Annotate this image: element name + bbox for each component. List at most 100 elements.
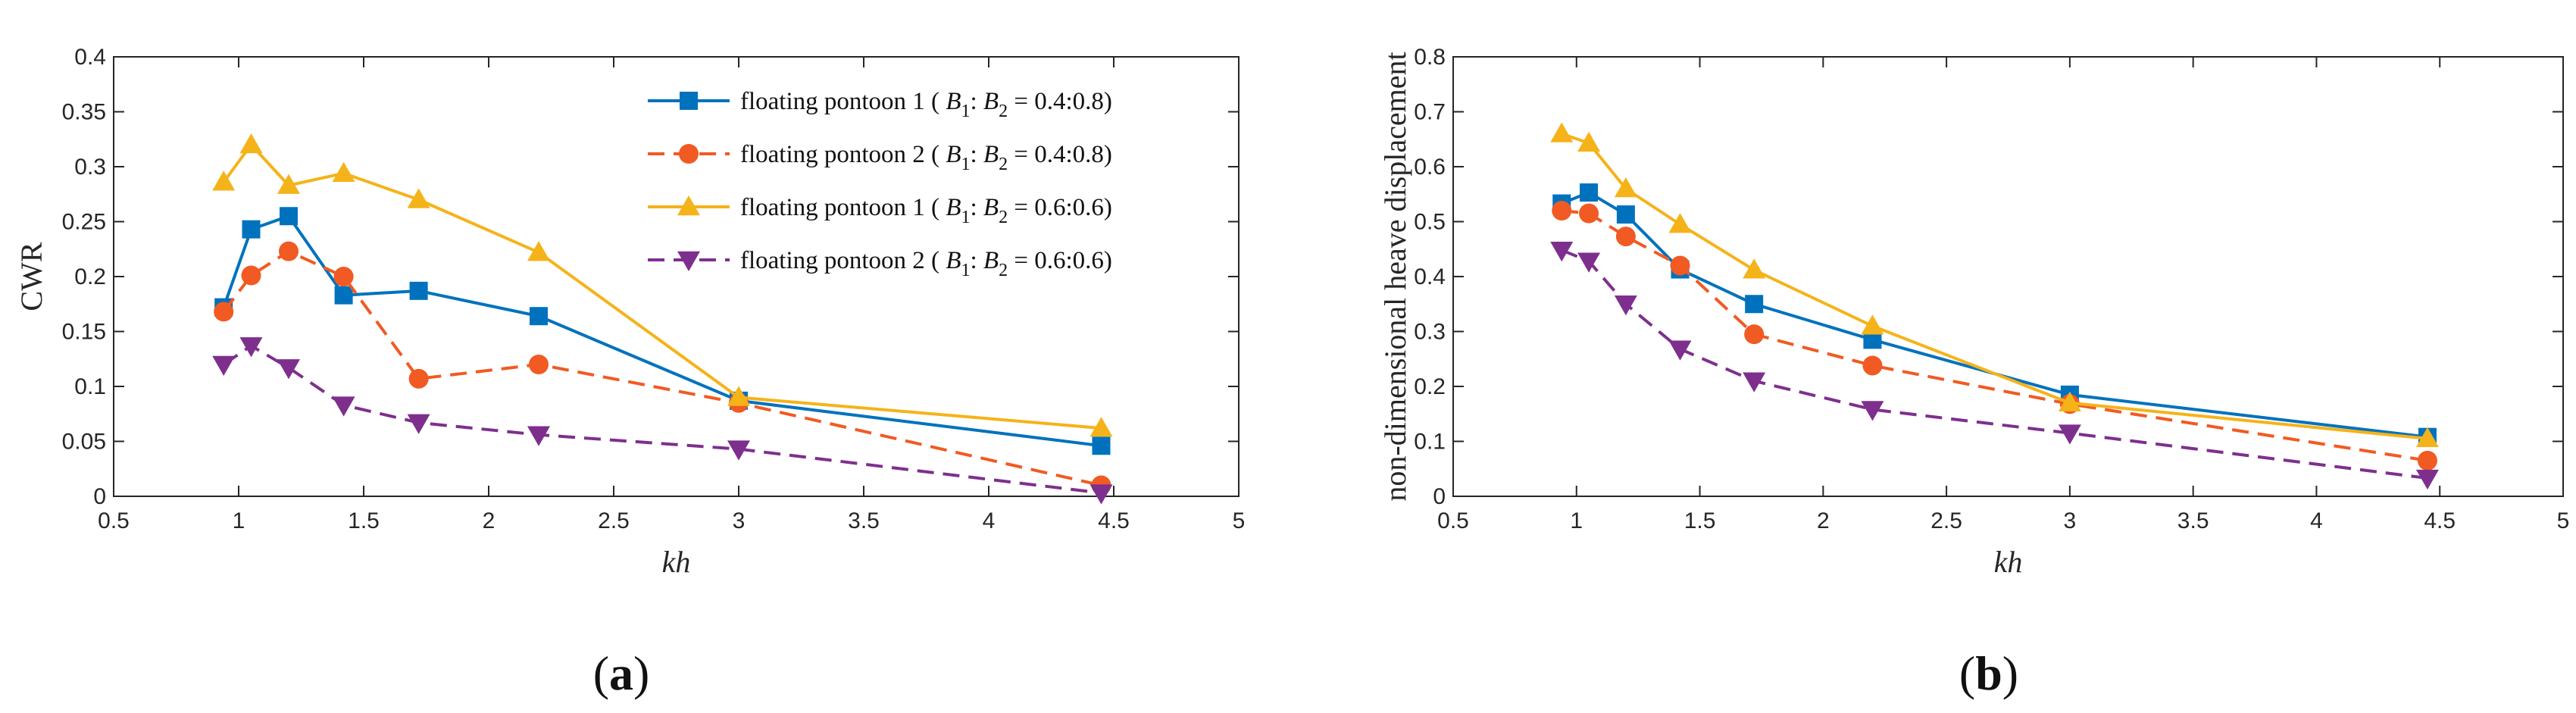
data-point — [277, 359, 300, 380]
data-point — [242, 220, 261, 239]
x-axis-label: kh — [662, 545, 691, 579]
data-point — [1861, 314, 1884, 335]
data-point — [1579, 203, 1599, 224]
y-tick-label: 0.5 — [1414, 210, 1446, 235]
data-point — [2415, 427, 2439, 448]
data-point — [409, 281, 428, 300]
legend-ratio: = 0.6:0.6) — [1008, 194, 1112, 221]
data-point — [407, 414, 430, 434]
legend-entry: floating pontoon 2 ( B1: B2 = 0.4:0.8) — [740, 141, 1112, 174]
y-tick-label: 0.4 — [1414, 264, 1446, 289]
data-point — [530, 307, 548, 326]
chart-panel-a: 0.5 1 1.5 2 2.5 3 3.5 4 4.5 5 0 0.05 0.1 0.15 0.2 0.25 0… — [14, 45, 1245, 579]
x-tick-label: 3.5 — [848, 508, 880, 533]
y-tick-label: 0.1 — [1414, 430, 1446, 455]
x-axis-label: kh — [1994, 545, 2023, 579]
data-point — [1614, 177, 1637, 198]
series-line — [223, 343, 1102, 495]
y-tick-label: 0.05 — [62, 430, 106, 455]
legend-b2: B — [983, 247, 999, 274]
data-point — [1552, 201, 1572, 220]
data-point — [333, 267, 354, 286]
y-tick-label: 0.3 — [1414, 320, 1446, 345]
legend-marker — [680, 92, 698, 110]
panel-label-letter: b — [1975, 646, 2002, 700]
data-point — [527, 241, 550, 261]
legend-entry: floating pontoon 1 ( B1: B2 = 0.4:0.8) — [740, 88, 1112, 121]
data-point — [332, 161, 355, 182]
y-axis-label: non-dimensional heave displacement — [1378, 52, 1412, 501]
x-tick-label: 0.5 — [1437, 508, 1469, 533]
legend-marker — [677, 195, 700, 216]
x-tick-label: 2 — [483, 508, 496, 533]
legend-b2: B — [983, 194, 999, 221]
data-point — [727, 386, 750, 406]
legend-name: floating pontoon 2 ( — [740, 141, 946, 168]
x-tick-label: 3 — [2064, 508, 2077, 533]
legend-colon: : — [970, 141, 983, 168]
data-point — [280, 207, 298, 226]
data-point — [2417, 450, 2437, 471]
x-tick-label: 3 — [733, 508, 746, 533]
data-point — [2058, 424, 2081, 445]
data-point — [1092, 436, 1111, 455]
series-line — [1561, 190, 2428, 439]
data-point — [2415, 469, 2439, 490]
x-tick-label: 5 — [2557, 508, 2570, 533]
legend-ratio: = 0.6:0.6) — [1008, 247, 1112, 274]
data-point — [1668, 340, 1692, 361]
plot-frame — [1452, 56, 2564, 497]
legend-sub1: 1 — [961, 261, 970, 280]
legend-marker — [679, 144, 699, 164]
legend-colon: : — [970, 247, 983, 274]
legend-sub1: 1 — [961, 102, 970, 121]
legend-entry: floating pontoon 1 ( B1: B2 = 0.6:0.6) — [740, 194, 1112, 227]
data-point — [1550, 241, 1574, 262]
data-point — [2058, 391, 2081, 411]
y-tick-label: 0.15 — [62, 320, 106, 345]
series-line — [1561, 249, 2428, 480]
legend-ratio: = 0.4:0.8) — [1008, 141, 1112, 168]
data-point — [239, 133, 263, 154]
y-tick-label: 0.2 — [1414, 374, 1446, 399]
x-tick-label: 1.5 — [348, 508, 380, 533]
data-point — [277, 174, 300, 194]
data-point — [1743, 372, 1766, 392]
series-line — [222, 142, 1102, 430]
legend-b1: B — [946, 141, 961, 168]
legend-b1: B — [946, 88, 961, 115]
data-point — [241, 265, 261, 286]
y-tick-label: 0 — [1433, 484, 1446, 509]
x-tick-label: 2.5 — [598, 508, 630, 533]
legend-entry: floating pontoon 2 ( B1: B2 = 0.6:0.6) — [740, 247, 1112, 280]
chart-panel-b: 0.5 1 1.5 2 2.5 3 3.5 4 4.5 5 0 0.1 0.2 0.3 0.4 0.5 0.6 0… — [1378, 45, 2569, 579]
legend-sub2: 2 — [999, 102, 1008, 121]
data-point — [1089, 484, 1113, 505]
data-point — [332, 396, 355, 417]
series-line — [1561, 132, 2428, 440]
data-point — [212, 170, 236, 191]
data-point — [407, 188, 430, 208]
data-point — [1670, 255, 1690, 276]
series-3 — [1550, 122, 2439, 448]
x-tick-label: 4.5 — [1098, 508, 1130, 533]
y-tick-label: 0.1 — [74, 374, 106, 399]
x-tick-label: 4 — [2310, 508, 2323, 533]
data-point — [1550, 122, 1574, 142]
legend-sub1: 1 — [961, 208, 970, 227]
legend-marker — [677, 251, 700, 271]
x-tick-label: 4.5 — [2424, 508, 2456, 533]
y-tick-label: 0.4 — [74, 45, 106, 70]
y-tick-label: 0.35 — [62, 100, 106, 125]
x-tick-label: 4 — [983, 508, 996, 533]
data-point — [408, 368, 429, 389]
data-point — [1614, 296, 1637, 316]
legend-colon: : — [970, 194, 983, 221]
data-point — [1616, 205, 1635, 224]
data-point — [1745, 295, 1764, 314]
legend-sub2: 2 — [999, 208, 1008, 227]
data-point — [239, 337, 263, 358]
data-point — [279, 241, 299, 261]
series-4 — [212, 337, 1113, 505]
x-tick-label: 3.5 — [2177, 508, 2209, 533]
